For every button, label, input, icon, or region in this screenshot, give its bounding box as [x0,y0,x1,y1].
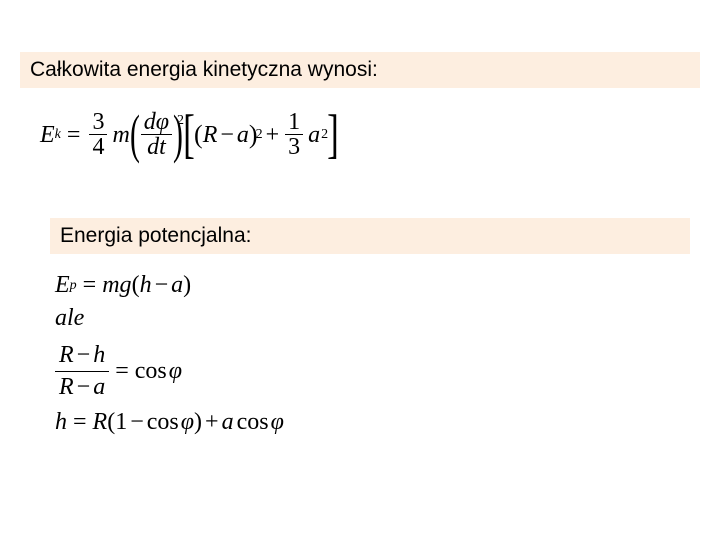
frac-dphi-dt: dφ dt [141,110,172,159]
lparen3-icon: ( [132,272,140,299]
minus2: − [155,272,169,299]
minus4: − [77,374,91,400]
var-h: h [140,272,152,299]
frac-1-3: 1 3 [285,110,303,159]
equals: = [67,123,81,147]
minus3: − [77,342,91,368]
heading-potential-energy: Energia potencjalna: [50,218,690,254]
minus5: − [130,409,144,436]
lbracket-icon: [ [183,113,195,156]
cos2: cos [147,409,179,436]
var-E2: E [55,272,70,299]
sub-k: k [55,128,61,142]
lparen4-icon: ( [107,409,115,436]
equation-potential-block: Ep = mg ( h − a ) ale R−h R−a = cos φ h … [55,272,284,442]
var-mg: mg [102,272,131,299]
frac-3-4: 3 4 [89,110,107,159]
rparen-icon: ) [173,113,183,156]
frac-Rh-Ra: R−h R−a [55,340,109,403]
d: d [144,109,156,135]
var-a1: a [237,123,249,147]
num-R-h: R−h [55,340,109,371]
den-4: 4 [89,135,107,159]
var-R: R [203,123,218,147]
eq-frac-cos: R−h R−a = cos φ [55,340,284,403]
rparen4-icon: ) [194,409,202,436]
var-m: m [112,123,129,147]
cos1: cos [135,358,167,385]
num-3: 3 [89,110,107,134]
den-3: 3 [285,135,303,159]
num-dphi: dφ [141,110,172,134]
sub-p: p [70,278,77,294]
phi: φ [156,109,169,135]
rbracket-icon: ] [327,113,339,156]
exp-2b: 2 [256,128,263,142]
equals2: = [83,272,97,299]
minus1: − [220,123,234,147]
plus2: + [205,409,219,436]
var-a3: a [171,272,183,299]
eq-h: h = R ( 1 − cos φ ) + a cos φ [55,409,284,436]
h2: h [93,342,105,368]
var-R4: R [93,409,108,436]
rparen3-icon: ) [183,272,191,299]
lparen-icon: ( [130,113,140,156]
phi1: φ [169,358,182,385]
phi2: φ [181,409,194,436]
equals3: = [115,358,129,385]
den-dt: dt [144,135,169,159]
plus1: + [266,123,280,147]
equals4: = [73,409,87,436]
text-ale: ale [55,305,284,332]
R2: R [59,342,74,368]
heading-kinetic-energy: Całkowita energia kinetyczna wynosi: [20,52,700,88]
one: 1 [115,409,127,436]
a4: a [93,374,105,400]
var-a2: a [308,123,320,147]
var-E: E [40,123,55,147]
var-a5: a [222,409,234,436]
num-1: 1 [285,110,303,134]
R3: R [59,374,74,400]
var-h3: h [55,409,67,436]
phi3: φ [271,409,284,436]
equation-kinetic-energy: Ek = 3 4 m ( dφ dt ) 2 [ ( R − a ) 2 + 1… [40,110,338,159]
lparen2-icon: ( [194,122,203,148]
eq-Ep: Ep = mg ( h − a ) [55,272,284,299]
den-R-a: R−a [55,372,109,403]
cos3: cos [237,409,269,436]
